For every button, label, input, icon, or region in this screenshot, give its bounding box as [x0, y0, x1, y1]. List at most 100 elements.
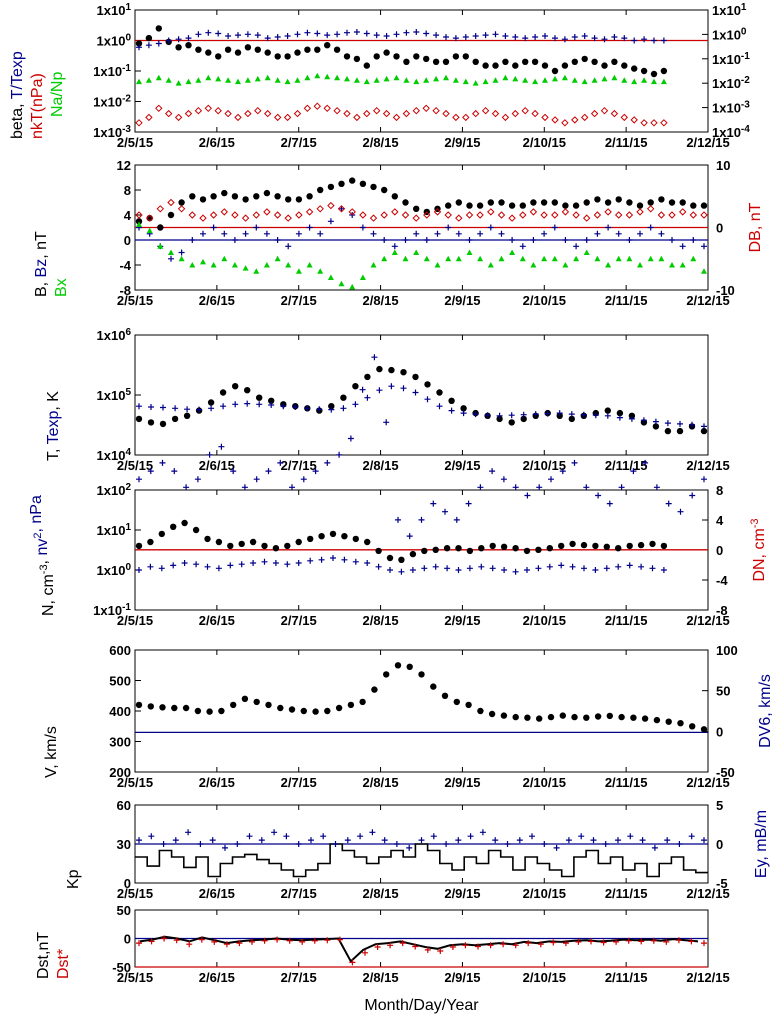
panel-N-series-1-point — [455, 567, 462, 573]
panel-B-series-2-point — [327, 274, 334, 280]
panel-beta-series-1-point — [621, 35, 628, 42]
panel-B-series-3-point — [369, 214, 378, 222]
panel-beta-series-1-point — [581, 33, 588, 39]
panel-beta-series-2-point — [274, 77, 281, 83]
panel-beta-series-0-point — [650, 70, 658, 78]
panel-B-series-2-point — [157, 243, 164, 249]
panel-T-series-0-point — [496, 415, 503, 423]
panel-Kp-series-0-point — [344, 837, 351, 844]
panel-B-series-1-point — [605, 224, 612, 231]
panel-B-series-3-point — [636, 208, 644, 216]
panel-B-series-0-point — [466, 202, 473, 209]
panel-beta-series-0-point — [522, 58, 529, 65]
panel-B-series-0-point — [370, 183, 377, 191]
panel-V-series-1-point — [206, 451, 213, 458]
panel-N-series-0-point — [649, 540, 656, 548]
panel-V-series-0-point — [700, 726, 708, 733]
panel-beta-series-0-point — [254, 46, 261, 53]
panel-Kp-kp-line — [135, 843, 708, 878]
panel-N-rtick-label: 8 — [716, 483, 723, 498]
panel-Kp-date-label: 2/7/15 — [281, 886, 317, 901]
panel-V-ytick-label: 400 — [109, 704, 131, 719]
panel-T-series-1-point — [616, 414, 623, 421]
panel-beta-date-label: 2/6/15 — [199, 135, 235, 150]
panel-V-series-0-point — [641, 715, 649, 722]
panel-Dst-series-0-point — [600, 939, 607, 946]
panel-B-series-0-point — [647, 199, 654, 206]
panel-T-series-0-point — [159, 420, 167, 428]
panel-Dst-series-0-point — [387, 942, 394, 949]
panel-V-series-1-point — [642, 459, 649, 466]
panel-T-series-1-point — [400, 385, 407, 392]
panel-N-series-0-point — [626, 542, 633, 550]
panel-beta-series-2-point — [413, 78, 420, 85]
panel-Kp-ytick-label: 30 — [117, 837, 131, 852]
panel-beta-series-0-point — [541, 62, 549, 69]
panel-N-series-0-point — [409, 550, 417, 558]
panel-beta-series-3-point — [303, 104, 312, 113]
panel-beta-series-3-point — [283, 113, 292, 122]
panel-B-series-3-point — [444, 211, 452, 219]
panel-T-series-0-point — [700, 427, 708, 435]
panel-B-series-0-point — [519, 202, 526, 209]
panel-B-series-0-point — [135, 218, 143, 225]
panel-B-series-3-point — [604, 208, 612, 216]
panel-N-series-0-point — [135, 542, 143, 550]
panel-Dst-series-0-point — [437, 948, 444, 954]
panel-V-series-1-point — [371, 354, 378, 361]
panel-Dst-series-0-point — [562, 940, 569, 947]
panel-Dst-series-0-point — [274, 936, 281, 943]
panel-Kp-series-0-point — [701, 837, 707, 844]
panel-beta-series-2-point — [383, 75, 390, 82]
panel-B-series-3-point — [551, 211, 559, 219]
panel-beta-series-2-point — [185, 78, 192, 85]
panel-B-series-0-point — [167, 211, 175, 219]
panel-B-series-1-point — [231, 237, 238, 243]
panel-B-series-2-point — [370, 262, 377, 268]
panel-beta-series-2-point — [601, 75, 608, 82]
panel-B-series-2-point — [274, 255, 281, 262]
panel-T-series-0-point — [328, 403, 335, 410]
panel-N-series-0-point — [535, 546, 542, 553]
panel-beta-series-1-point — [571, 34, 578, 40]
panel-N-series-0-point — [421, 547, 428, 555]
panel-B-series-3-point — [348, 208, 356, 216]
panel-B-series-2-point — [701, 268, 707, 274]
panel-B-series-1-point — [402, 237, 409, 243]
panel-beta-ytick-label: 1x101 — [97, 2, 132, 18]
panel-B-series-2-point — [498, 255, 505, 262]
panel-V-left-label: V, km/s — [43, 726, 60, 778]
panel-T-series-1-point — [280, 403, 287, 410]
panel-B-series-1-point — [200, 230, 206, 237]
panel-B-series-1-point — [413, 230, 420, 237]
panel-Dst-series-0-point — [148, 938, 155, 945]
panel-beta-series-1-point — [225, 33, 232, 39]
panel-V-date-label: 2/10/15 — [523, 775, 566, 790]
panel-Dst-series-0-point — [249, 938, 255, 945]
panel-beta-series-2-point — [482, 78, 489, 85]
panel-beta-series-3-point — [323, 104, 331, 113]
panel-N-date-label: 2/9/15 — [444, 613, 480, 628]
panel-beta-series-0-point — [224, 46, 232, 53]
panel-B-series-1-point — [519, 243, 526, 250]
panel-V-series-0-point — [171, 704, 178, 712]
panel-N-ytick-label: 1x101 — [97, 522, 132, 538]
panel-B-rtick-label: -10 — [716, 283, 735, 298]
panel-T-series-0-point — [364, 373, 371, 381]
panel-beta-series-3-point — [402, 109, 411, 118]
panel-T-series-0-point — [676, 427, 684, 435]
panel-beta-series-1-point — [155, 40, 162, 47]
panel-N-series-0-point — [227, 542, 234, 550]
panel-Kp-series-0-point — [590, 837, 597, 844]
panel-beta-series-3-point — [145, 113, 153, 122]
panel-B-series-3-point — [487, 208, 495, 216]
panel-beta-series-1-point — [353, 29, 360, 35]
panel-T-date-label: 2/6/15 — [199, 458, 235, 473]
panel-N-series-1-point — [181, 560, 188, 566]
panel-V-series-1-point — [253, 476, 260, 483]
panel-T-series-1-point — [652, 418, 659, 425]
panel-beta-series-2-point — [205, 74, 212, 81]
panel-B-series-0-point — [306, 193, 313, 200]
panel-beta-date-label: 2/12/15 — [686, 135, 729, 150]
panel-beta-series-3-point — [392, 113, 401, 122]
